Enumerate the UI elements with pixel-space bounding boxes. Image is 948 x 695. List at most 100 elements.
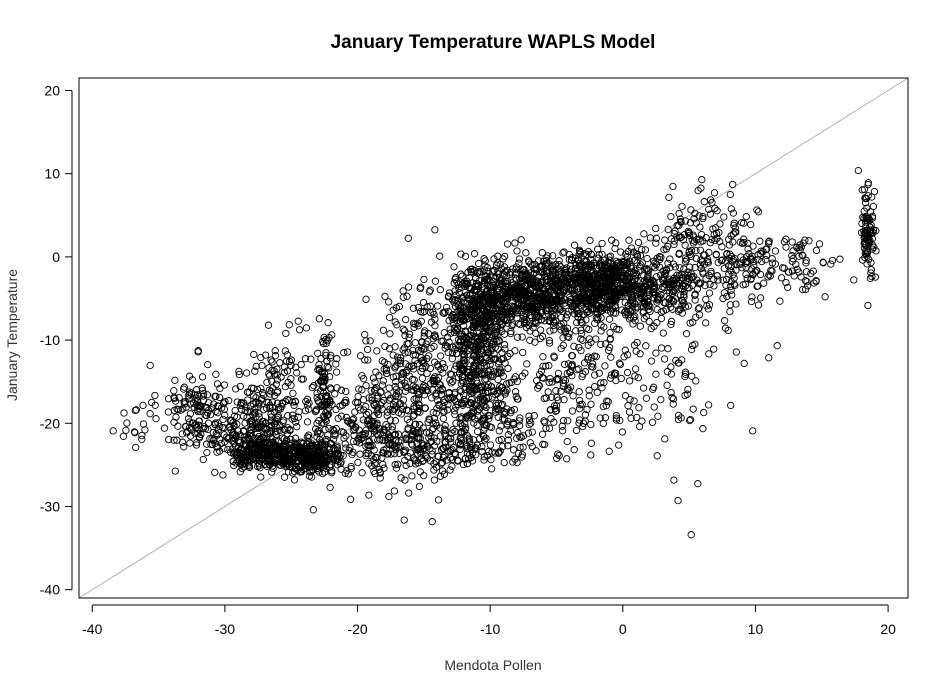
data-point bbox=[204, 360, 212, 369]
data-point bbox=[242, 403, 250, 411]
data-point bbox=[385, 313, 394, 322]
data-point bbox=[439, 414, 448, 423]
data-point bbox=[354, 458, 362, 467]
data-point bbox=[307, 467, 315, 476]
data-point bbox=[305, 434, 313, 442]
data-point bbox=[209, 436, 218, 445]
data-point bbox=[337, 412, 346, 420]
data-point bbox=[194, 347, 202, 355]
data-point bbox=[390, 487, 399, 495]
data-point bbox=[325, 455, 333, 464]
data-point bbox=[378, 436, 386, 445]
data-point bbox=[420, 381, 428, 390]
data-point bbox=[408, 472, 416, 480]
data-point bbox=[333, 456, 342, 464]
data-point bbox=[246, 407, 254, 415]
y-tick-label: 20 bbox=[44, 82, 60, 98]
data-point bbox=[384, 360, 392, 369]
data-point bbox=[308, 473, 316, 481]
data-point bbox=[291, 441, 299, 449]
data-point bbox=[423, 441, 431, 449]
data-point bbox=[404, 424, 412, 432]
data-point bbox=[378, 381, 387, 389]
data-point bbox=[309, 506, 317, 514]
data-point bbox=[342, 413, 351, 422]
data-point bbox=[415, 421, 424, 429]
data-point bbox=[447, 438, 455, 446]
data-point bbox=[284, 378, 292, 387]
data-point bbox=[426, 364, 434, 373]
data-point bbox=[395, 302, 403, 311]
data-point bbox=[397, 410, 405, 418]
data-point bbox=[270, 370, 279, 378]
data-point bbox=[174, 422, 182, 430]
data-point bbox=[360, 431, 368, 439]
data-point bbox=[388, 423, 396, 431]
data-point bbox=[315, 315, 323, 323]
data-point bbox=[402, 435, 410, 443]
data-point bbox=[399, 369, 407, 377]
data-point bbox=[257, 353, 265, 362]
y-tick-label: -30 bbox=[40, 498, 60, 514]
data-point bbox=[323, 406, 331, 415]
data-point bbox=[401, 456, 409, 465]
data-point bbox=[392, 464, 401, 472]
data-point bbox=[192, 441, 201, 449]
data-point bbox=[323, 363, 331, 371]
data-point bbox=[173, 405, 181, 413]
data-point bbox=[332, 360, 340, 368]
data-point bbox=[347, 462, 355, 471]
data-point bbox=[389, 373, 397, 381]
data-point bbox=[123, 419, 131, 427]
data-point bbox=[232, 385, 240, 393]
data-point bbox=[271, 417, 279, 425]
data-point bbox=[400, 447, 409, 456]
data-point bbox=[264, 321, 273, 329]
data-point bbox=[214, 443, 222, 451]
data-point bbox=[430, 332, 439, 340]
data-point bbox=[313, 419, 321, 428]
data-point bbox=[366, 337, 374, 345]
data-point bbox=[342, 432, 350, 440]
data-point bbox=[170, 436, 178, 444]
data-point bbox=[282, 463, 291, 471]
data-point bbox=[369, 435, 378, 443]
data-point bbox=[314, 366, 322, 374]
data-point bbox=[408, 441, 417, 449]
data-point bbox=[370, 411, 378, 420]
data-point bbox=[342, 387, 350, 396]
data-point bbox=[491, 449, 499, 457]
data-point bbox=[291, 397, 299, 405]
data-point bbox=[401, 360, 410, 368]
data-point bbox=[186, 410, 195, 418]
data-point bbox=[139, 401, 147, 410]
data-point bbox=[339, 452, 347, 460]
data-point bbox=[425, 288, 434, 296]
data-point bbox=[310, 382, 318, 390]
data-point bbox=[132, 406, 140, 414]
data-point bbox=[486, 441, 495, 449]
data-point bbox=[207, 440, 215, 449]
data-point bbox=[367, 387, 375, 395]
data-point bbox=[185, 418, 194, 426]
data-point bbox=[399, 325, 407, 333]
data-point bbox=[422, 386, 430, 395]
data-point bbox=[130, 428, 139, 436]
data-point bbox=[418, 374, 427, 382]
data-point bbox=[280, 473, 289, 481]
data-point bbox=[371, 427, 379, 435]
data-point bbox=[393, 321, 401, 329]
data-point bbox=[257, 473, 265, 481]
x-tick-label: -30 bbox=[215, 621, 235, 637]
data-point bbox=[251, 367, 259, 375]
data-point bbox=[235, 367, 243, 376]
data-point bbox=[255, 410, 263, 418]
data-point bbox=[431, 226, 439, 234]
data-point bbox=[364, 356, 372, 364]
data-point bbox=[346, 495, 355, 503]
data-point bbox=[391, 383, 399, 391]
data-point bbox=[283, 395, 291, 404]
data-point bbox=[349, 426, 357, 434]
data-point bbox=[431, 333, 440, 341]
data-point bbox=[237, 452, 245, 461]
